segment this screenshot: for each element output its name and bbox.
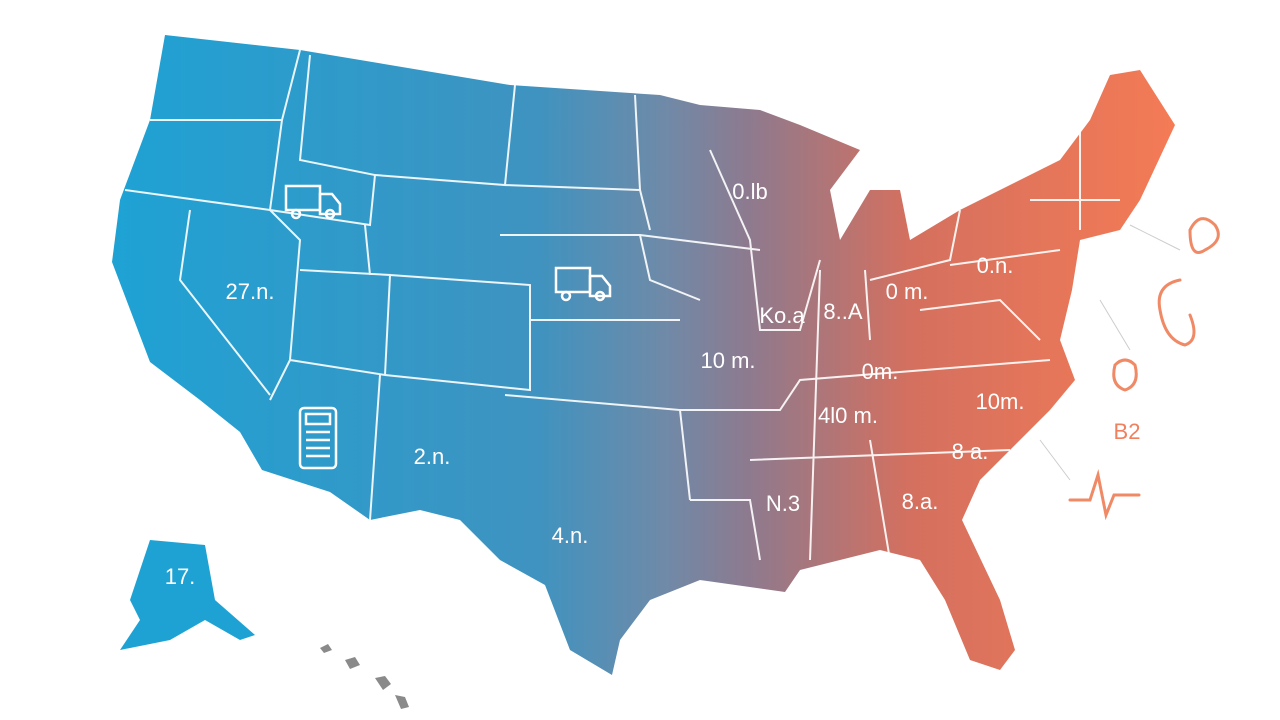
state-label: 10 m.: [700, 348, 755, 373]
us-mainland: [112, 35, 1175, 675]
state-label: 17.: [165, 564, 196, 589]
state-borders: [124, 49, 1120, 561]
state-label: 0.lb: [732, 179, 767, 204]
state-label: 0 m.: [886, 279, 929, 304]
hawaii: [320, 644, 409, 709]
state-label: Ko.a: [759, 303, 805, 328]
state-label: 4.n.: [552, 523, 589, 548]
state-label: 8.a.: [902, 489, 939, 514]
state-label: 4l0 m.: [818, 403, 878, 428]
state-label: 0.n.: [977, 253, 1014, 278]
state-label: 10m.: [976, 389, 1025, 414]
alaska: [120, 540, 255, 650]
state-label: 8 a.: [952, 439, 989, 464]
state-label: 0m.: [862, 359, 899, 384]
state-label: 8..A: [823, 299, 862, 324]
truck-icon: [284, 184, 342, 220]
state-label: B2: [1114, 419, 1141, 444]
medical-icons: [1039, 217, 1220, 521]
truck-icon: [554, 266, 612, 302]
calculator-icon: [298, 406, 338, 470]
state-label: 2.n.: [414, 444, 451, 469]
state-label: 27.n.: [226, 279, 275, 304]
state-label: N.3: [766, 491, 800, 516]
